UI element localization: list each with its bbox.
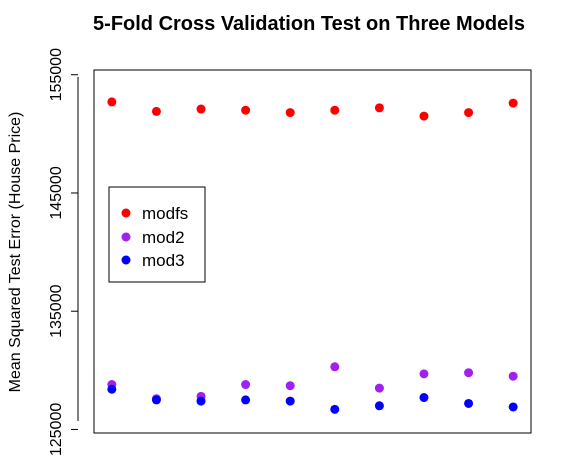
point-modfs: [330, 105, 340, 115]
point-modfs: [151, 106, 161, 116]
point-modfs: [374, 103, 384, 113]
y-axis-label: Mean Squared Test Error (House Price): [7, 112, 24, 393]
point-modfs: [508, 98, 518, 108]
y-tick-label: 155000: [48, 48, 65, 101]
legend-label-mod2: mod2: [142, 228, 185, 247]
data-points: [107, 97, 518, 414]
point-mod2: [330, 362, 340, 372]
point-mod2: [374, 383, 384, 393]
point-mod3: [374, 401, 384, 411]
legend-label-mod3: mod3: [142, 251, 185, 270]
point-modfs: [464, 108, 474, 118]
legend: modfs mod2 mod3: [108, 186, 206, 283]
y-ticks: 125000 135000 145000 155000: [48, 48, 78, 456]
point-mod2: [508, 371, 518, 381]
legend-marker-mod3: [121, 255, 131, 265]
point-modfs: [241, 105, 251, 115]
point-mod2: [241, 380, 251, 390]
point-mod2: [285, 381, 295, 391]
legend-marker-modfs: [121, 208, 131, 218]
chart-title: 5-Fold Cross Validation Test on Three Mo…: [93, 13, 525, 35]
point-mod3: [107, 384, 117, 394]
point-modfs: [285, 108, 295, 118]
point-mod3: [196, 396, 206, 406]
point-mod3: [419, 393, 429, 403]
y-tick-label: 145000: [48, 166, 65, 219]
point-mod2: [419, 369, 429, 379]
y-tick-label: 135000: [48, 284, 65, 337]
point-mod3: [285, 396, 295, 406]
point-mod3: [151, 395, 161, 405]
point-mod3: [508, 402, 518, 412]
y-tick-label: 125000: [48, 403, 65, 456]
legend-label-modfs: modfs: [142, 204, 188, 223]
point-mod3: [241, 395, 251, 405]
point-mod3: [464, 398, 474, 408]
legend-marker-mod2: [121, 232, 131, 242]
point-mod3: [330, 404, 340, 414]
point-modfs: [107, 97, 117, 107]
point-modfs: [196, 104, 206, 114]
plot-frame: [93, 69, 532, 434]
point-mod2: [464, 368, 474, 378]
point-modfs: [419, 111, 429, 121]
